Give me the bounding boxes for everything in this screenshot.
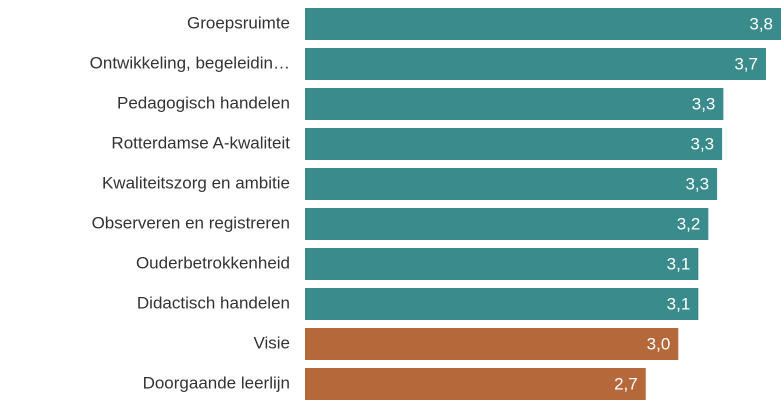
value-label: 3,3 <box>690 134 714 153</box>
value-label: 2,7 <box>614 374 638 393</box>
category-label: Groepsruimte <box>187 13 290 32</box>
value-label: 3,7 <box>734 54 758 73</box>
category-label: Visie <box>253 333 290 352</box>
bar <box>305 168 718 200</box>
category-label: Didactisch handelen <box>137 293 290 312</box>
category-label: Rotterdamse A-kwaliteit <box>111 133 290 152</box>
category-label: Doorgaande leerlijn <box>143 373 290 392</box>
value-label: 3,3 <box>692 94 716 113</box>
category-label: Kwaliteitszorg en ambitie <box>102 173 290 192</box>
bar <box>305 88 724 120</box>
bar <box>305 288 699 320</box>
bar <box>305 328 679 360</box>
bar <box>305 128 723 160</box>
bar <box>305 48 766 80</box>
bar <box>305 8 781 40</box>
category-label: Ontwikkeling, begeleidin… <box>90 53 290 72</box>
value-label: 3,0 <box>647 334 671 353</box>
value-label: 3,1 <box>667 294 691 313</box>
bar <box>305 248 699 280</box>
value-label: 3,1 <box>667 254 691 273</box>
bar <box>305 368 646 400</box>
category-label: Ouderbetrokkenheid <box>136 253 290 272</box>
value-label: 3,2 <box>677 214 701 233</box>
value-label: 3,3 <box>685 174 709 193</box>
value-label: 3,8 <box>749 14 773 33</box>
bar <box>305 208 709 240</box>
category-label: Observeren en registreren <box>92 213 290 232</box>
category-label: Pedagogisch handelen <box>117 93 290 112</box>
